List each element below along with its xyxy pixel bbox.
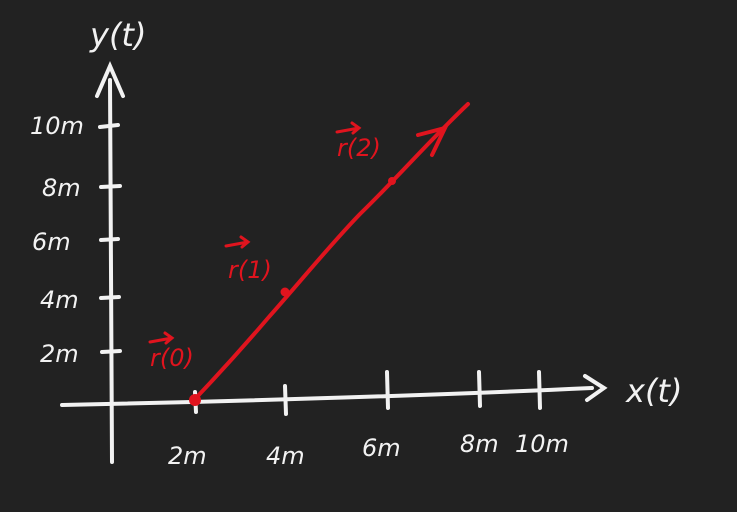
x-tick-6m [385,370,390,410]
y-tick-label-6m: 6m [32,228,71,256]
label-r1-text: r(1) [228,256,272,284]
y-axis-label: y(t) [89,16,146,54]
x-axis-label: x(t) [625,372,682,410]
vector-arrow-r0 [148,331,175,345]
y-tick-6m [99,237,120,242]
trajectory-point-r1 [280,287,290,297]
label-r0-text: r(0) [150,344,194,372]
x-axis-arrowhead [583,374,608,402]
x-tick-10m [537,370,542,410]
label-r0: r(0) [148,331,194,372]
trajectory-line [192,102,470,402]
x-tick-4m [283,384,288,416]
trajectory-point-r0 [189,394,201,406]
y-tick-10m [98,123,120,129]
trajectory-arrowhead [416,124,449,157]
x-tick-label-10m: 10m [515,430,569,458]
x-tick-label-4m: 4m [266,442,305,470]
y-axis-line [108,78,114,464]
y-tick-label-8m: 8m [42,174,81,202]
x-tick-label-8m: 8m [460,430,499,458]
label-r1: r(1) [224,235,272,284]
x-axis-line [60,386,594,407]
y-tick-4m [99,295,121,300]
x-tick-label-6m: 6m [362,434,401,462]
label-r2-text: r(2) [337,134,381,162]
trajectory-point-r2 [388,177,396,185]
trajectory [192,102,470,402]
x-tick-label-2m: 2m [168,442,207,470]
y-axis-arrowhead [95,60,125,98]
vector-arrow-r1 [224,235,251,249]
y-tick-2m [100,349,122,354]
y-tick-8m [99,184,122,189]
label-r2: r(2) [335,121,381,162]
vector-arrow-r2 [335,121,362,135]
x-tick-8m [477,370,482,408]
y-axis [95,60,125,464]
y-tick-label-10m: 10m [30,112,84,140]
y-tick-label-4m: 4m [40,286,79,314]
y-tick-label-2m: 2m [40,340,79,368]
